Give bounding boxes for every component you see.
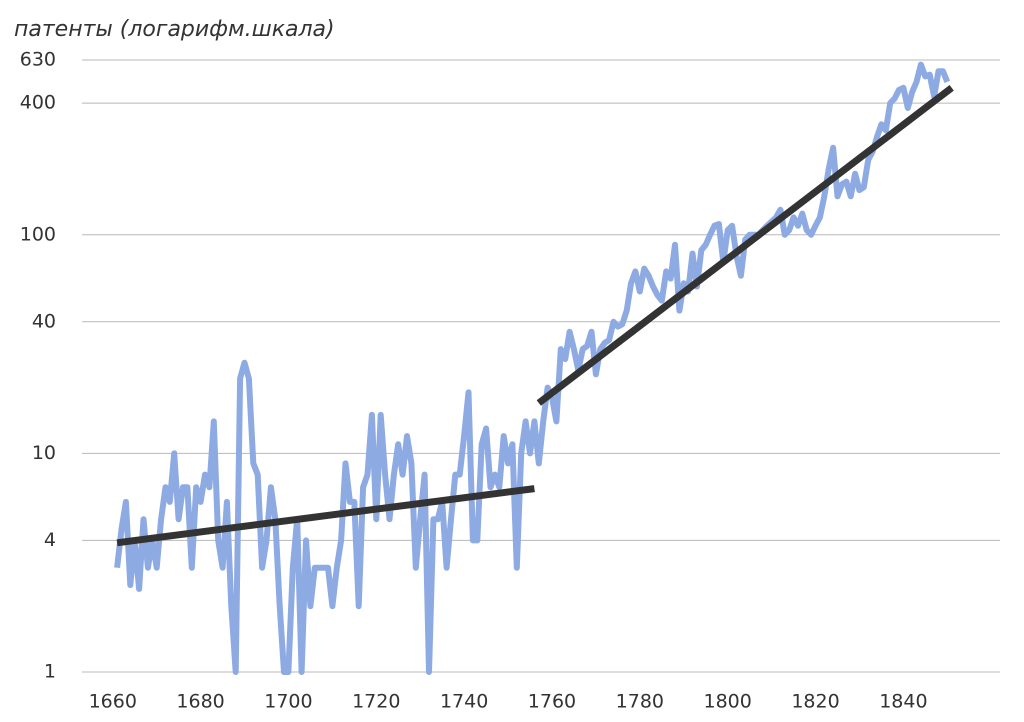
y-axis-label: патенты (логарифм.шкала): [14, 17, 335, 42]
x-tick-label: 1800: [703, 691, 751, 713]
trend-line: [116, 485, 535, 547]
data-line: [114, 61, 951, 675]
x-tick-label: 1740: [440, 691, 488, 713]
y-tick-label: 100: [20, 223, 56, 245]
y-tick-label: 630: [20, 49, 56, 71]
x-tick-label: 1760: [528, 691, 576, 713]
y-tick-label: 400: [20, 92, 56, 114]
y-tick-label: 10: [32, 442, 56, 464]
x-tick-label: 1780: [616, 691, 664, 713]
y-tick-label: 40: [32, 310, 56, 332]
x-tick-label: 1660: [89, 691, 137, 713]
x-tick-label: 1680: [176, 691, 224, 713]
x-tick-label: 1700: [264, 691, 312, 713]
x-tick-label: 1840: [879, 691, 927, 713]
y-tick-label: 4: [44, 529, 56, 551]
trend-line: [536, 85, 954, 406]
x-tick-label: 1720: [352, 691, 400, 713]
y-tick-label: 1: [44, 661, 56, 683]
x-tick-label: 1820: [791, 691, 839, 713]
